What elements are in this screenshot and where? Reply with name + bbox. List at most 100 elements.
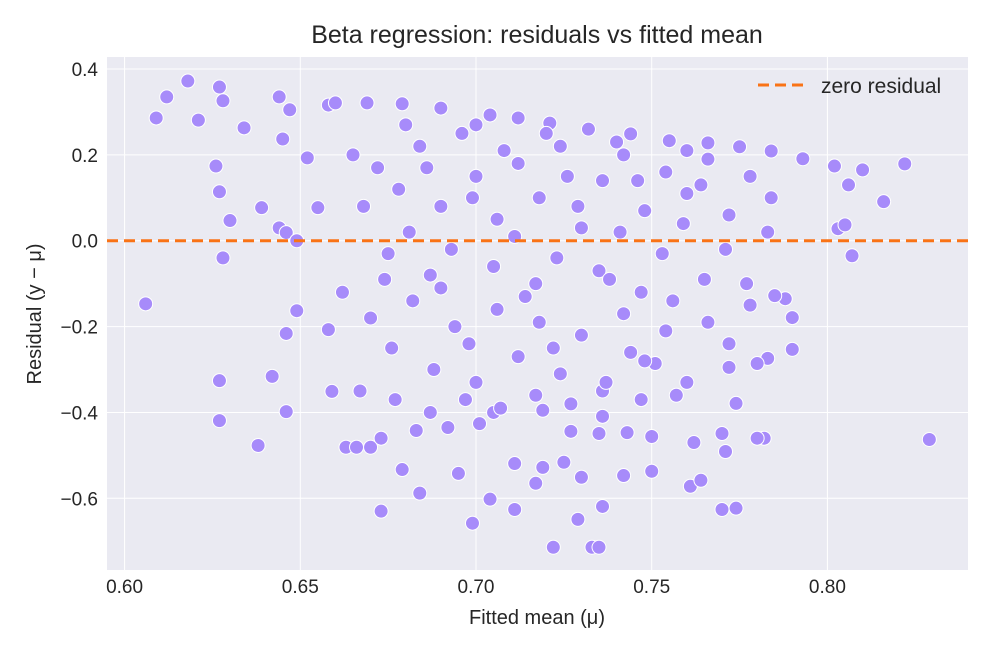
scatter-point — [419, 160, 435, 176]
scatter-point — [310, 200, 326, 216]
scatter-point — [334, 284, 350, 300]
scatter-point — [633, 392, 649, 408]
scatter-point — [580, 121, 596, 137]
scatter-point — [658, 323, 674, 339]
scatter-point — [739, 276, 755, 292]
scatter-point — [457, 392, 473, 408]
scatter-point — [486, 258, 502, 274]
scatter-point — [443, 241, 459, 257]
scatter-point — [517, 289, 533, 305]
scatter-point — [468, 168, 484, 184]
scatter-point — [510, 110, 526, 126]
x-tick-labels: 0.60 0.65 0.70 0.75 0.80 — [106, 577, 846, 598]
y-tick-label: −0.2 — [60, 318, 98, 339]
scatter-point — [222, 213, 238, 229]
scatter-point — [422, 267, 438, 283]
scatter-point — [573, 469, 589, 485]
scatter-point — [412, 485, 428, 501]
scatter-point — [616, 147, 632, 163]
scatter-point — [472, 416, 488, 432]
scatter-point — [570, 511, 586, 527]
scatter-point — [714, 501, 730, 517]
scatter-point — [700, 314, 716, 330]
scatter-point — [271, 89, 287, 105]
scatter-point — [535, 459, 551, 475]
scatter-point — [658, 164, 674, 180]
scatter-point — [763, 190, 779, 206]
scatter-point — [679, 186, 695, 202]
scatter-point — [644, 463, 660, 479]
scatter-point — [686, 435, 702, 451]
scatter-point — [844, 248, 860, 264]
scatter-point — [693, 177, 709, 193]
scatter-point — [359, 95, 375, 111]
scatter-point — [254, 200, 270, 216]
scatter-point — [595, 498, 611, 514]
scatter-point — [510, 349, 526, 365]
scatter-point — [661, 133, 677, 149]
y-axis-label: Residual (y − μ) — [24, 243, 46, 384]
scatter-point — [489, 211, 505, 227]
scatter-point — [721, 207, 737, 223]
scatter-point — [468, 374, 484, 390]
scatter-point — [595, 173, 611, 189]
scatter-point — [531, 190, 547, 206]
scatter-point — [616, 306, 632, 322]
scatter-point — [693, 472, 709, 488]
scatter-point — [619, 425, 635, 441]
scatter-point — [563, 423, 579, 439]
scatter-point — [742, 168, 758, 184]
scatter-point — [211, 184, 227, 200]
scatter-point — [380, 246, 396, 262]
scatter-point — [637, 353, 653, 369]
scatter-point — [278, 325, 294, 341]
scatter-point — [595, 408, 611, 424]
scatter-point — [573, 220, 589, 236]
legend: zero residual — [758, 75, 941, 98]
scatter-point — [496, 143, 512, 159]
scatter-point — [837, 217, 853, 233]
scatter-point — [763, 143, 779, 159]
scatter-point — [433, 280, 449, 296]
scatter-point — [718, 241, 734, 257]
scatter-point — [208, 158, 224, 174]
scatter-point — [493, 400, 509, 416]
scatter-point — [461, 336, 477, 352]
scatter-point — [545, 539, 561, 555]
scatter-point — [373, 503, 389, 519]
scatter-point — [394, 96, 410, 112]
scatter-point — [732, 139, 748, 155]
scatter-point — [616, 468, 632, 484]
scatter-point — [784, 310, 800, 326]
scatter-point — [468, 117, 484, 133]
y-tick-label: −0.4 — [60, 403, 98, 424]
scatter-point — [552, 138, 568, 154]
scatter-point — [749, 430, 765, 446]
y-tick-labels: 0.4 0.2 0.0 −0.2 −0.4 −0.6 — [60, 60, 98, 510]
scatter-point — [398, 117, 414, 133]
scatter-point — [391, 181, 407, 197]
scatter-point — [721, 359, 737, 375]
scatter-point — [549, 250, 565, 266]
scatter-point — [556, 454, 572, 470]
scatter-point — [668, 387, 684, 403]
scatter-point — [507, 456, 523, 472]
scatter-point — [714, 425, 730, 441]
scatter-point — [602, 271, 618, 287]
scatter-point — [563, 396, 579, 412]
scatter-point — [138, 296, 154, 312]
scatter-point — [299, 150, 315, 166]
scatter-point — [373, 430, 389, 446]
scatter-point — [855, 162, 871, 178]
x-axis-label: Fitted mean (μ) — [469, 607, 605, 629]
scatter-point — [510, 155, 526, 171]
scatter-point — [422, 404, 438, 420]
scatter-point — [538, 125, 554, 141]
scatter-point — [180, 73, 196, 89]
scatter-point — [679, 374, 695, 390]
scatter-point — [450, 465, 466, 481]
scatter-point — [528, 387, 544, 403]
y-tick-label: −0.6 — [60, 489, 98, 510]
scatter-point — [675, 216, 691, 232]
